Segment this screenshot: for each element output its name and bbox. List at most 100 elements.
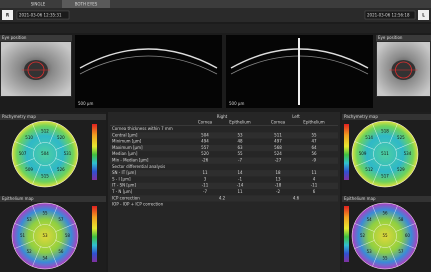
cell: 11	[202, 170, 208, 175]
row-label: ICP correction	[112, 195, 140, 200]
cell: -7	[238, 158, 242, 163]
color-scale	[92, 124, 97, 180]
color-scale	[344, 124, 349, 180]
column-header: Epithelium	[303, 120, 325, 125]
row-label: S - I [µm]	[112, 176, 131, 181]
cell: 504	[201, 132, 209, 137]
cell: 18	[275, 170, 281, 175]
sector-value: 56	[382, 211, 388, 216]
spacer	[0, 24, 431, 33]
column-header: Cornea	[271, 120, 286, 125]
row-label: SN - IT [µm]	[112, 170, 136, 175]
cell: 511	[274, 132, 282, 137]
sector-value: 52	[360, 233, 366, 238]
map-title: Epithelium map	[344, 196, 376, 201]
sector-value: 517	[381, 173, 389, 178]
cell: 48	[237, 139, 243, 144]
map-title: Pachymetry map	[2, 114, 36, 119]
sector-value: 514	[365, 135, 373, 140]
sector-value: 507	[19, 151, 27, 156]
sector-value: 54	[367, 217, 373, 222]
cell: 47	[311, 139, 317, 144]
cell: -26	[202, 158, 209, 163]
center-value: 55	[382, 233, 388, 238]
row-label: T - N [µm]	[111, 189, 133, 194]
eye-label: L	[422, 13, 425, 18]
sector-value: 53	[367, 249, 373, 254]
row-label: Central [µm]	[112, 132, 138, 137]
cell: 494	[201, 139, 209, 144]
cell: -7	[203, 189, 207, 194]
sector-value: 51	[20, 233, 26, 238]
map-title: Epithelium map	[2, 196, 34, 201]
cell: 4.6	[293, 195, 300, 200]
screen: SINGLEBOTH EYESR2021-03-06 12:35:31Eye p…	[0, 0, 431, 272]
sector-value: 515	[41, 173, 49, 178]
cell: -11	[311, 183, 318, 188]
sector-value: 55	[382, 255, 388, 260]
cell: 568	[274, 145, 282, 150]
tab[interactable]: BOTH EYES	[75, 1, 98, 6]
sector-value: 55	[42, 211, 48, 216]
row-label: Sector differential analysis	[112, 164, 165, 169]
cell: 53	[237, 132, 243, 137]
column-header: Cornea	[198, 120, 213, 125]
row-label: Minimum [µm]	[112, 139, 142, 144]
scan-scale: 500 µm	[229, 101, 244, 106]
sector-value: 58	[398, 217, 404, 222]
panel-title: Eye position	[378, 35, 403, 40]
cell: -27	[275, 158, 282, 163]
cell: 520	[201, 151, 209, 156]
tab[interactable]: SINGLE	[31, 1, 46, 6]
cell: 4.2	[219, 195, 226, 200]
cell: 56	[311, 151, 317, 156]
scan-date: 2021-03-06 12:56:18	[367, 12, 410, 17]
sector-value: 52	[27, 249, 33, 254]
sector-value: 534	[404, 151, 412, 156]
sector-value: 512	[41, 129, 49, 134]
panel-title: Eye position	[2, 35, 27, 40]
oct-image	[75, 35, 222, 108]
cell: 524	[274, 151, 282, 156]
cell: 557	[201, 145, 209, 150]
cell: -9	[312, 158, 316, 163]
sector-value: 509	[25, 167, 33, 172]
cell: -14	[237, 183, 244, 188]
cell: -18	[275, 183, 282, 188]
sector-value: 60	[405, 233, 411, 238]
sector-value: 57	[58, 217, 64, 222]
sector-value: 53	[27, 217, 33, 222]
sector-value: 54	[42, 255, 48, 260]
sector-value: 526	[57, 167, 65, 172]
cell: 13	[275, 176, 281, 181]
row-stripe	[110, 183, 338, 189]
cell: 55	[311, 132, 317, 137]
row-label: Maximum [µm]	[112, 145, 143, 150]
cell: 14	[237, 170, 243, 175]
sector-value: 518	[381, 129, 389, 134]
cell: -2	[276, 189, 280, 194]
eye-label: R	[6, 13, 9, 18]
group-header: Left	[292, 114, 300, 119]
center-value: 511	[381, 151, 389, 156]
cell: 3	[204, 176, 207, 181]
row-label: Median [µm]	[112, 151, 138, 156]
sector-value: 509	[359, 151, 367, 156]
sector-value: 525	[397, 135, 405, 140]
group-header: Right	[217, 114, 228, 119]
cell: 11	[237, 189, 243, 194]
sector-value: 529	[397, 167, 405, 172]
scan-scale: 500 µm	[78, 101, 93, 106]
cell: -11	[202, 183, 209, 188]
cell: 11	[311, 170, 317, 175]
row-label: IOP - IOP + ICP correction	[112, 202, 164, 207]
sector-value: 531	[64, 151, 72, 156]
cell: 6	[313, 189, 316, 194]
map-title: Pachymetry map	[344, 114, 378, 119]
row-label: Cornea thickness within 7 mm	[112, 126, 173, 131]
color-scale	[344, 206, 349, 262]
color-scale	[92, 206, 97, 262]
row-label: Min - Median [µm]	[112, 158, 149, 163]
cell: 497	[274, 139, 282, 144]
column-header: Epithelium	[229, 120, 251, 125]
